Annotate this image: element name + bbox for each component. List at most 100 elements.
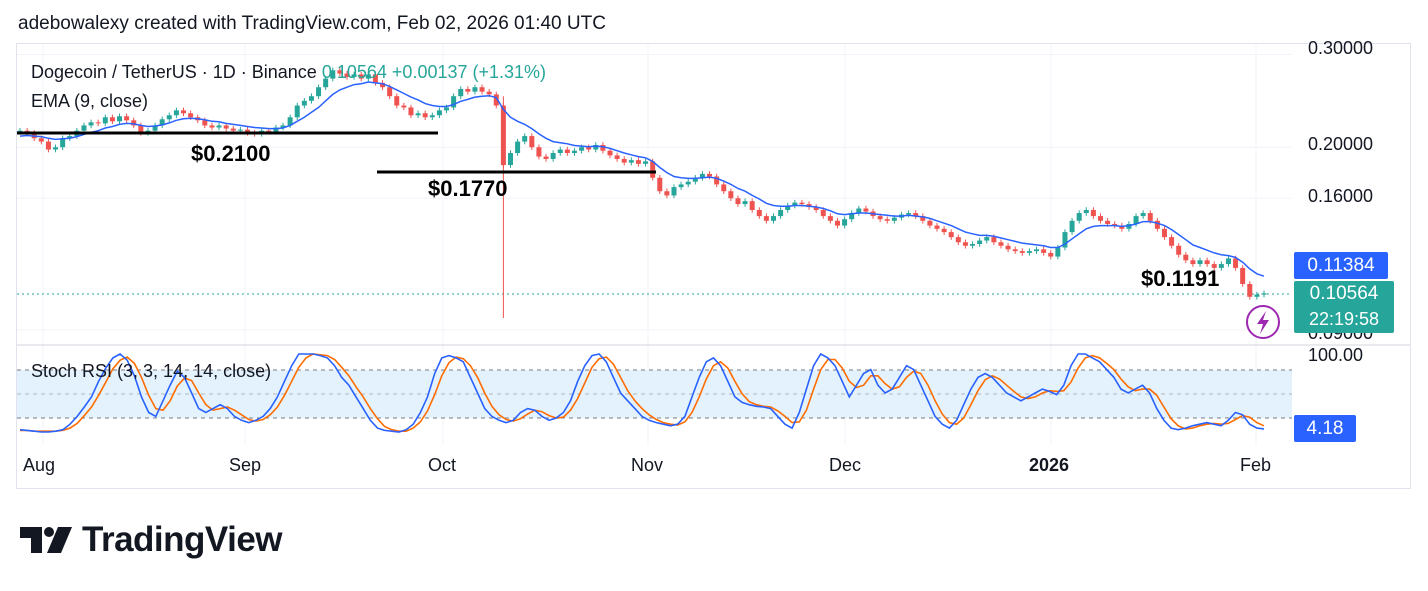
candle-body xyxy=(749,201,755,210)
candle xyxy=(692,175,698,185)
candle-body xyxy=(117,116,123,122)
candle xyxy=(1190,257,1196,267)
candle-body xyxy=(842,219,848,226)
candle-body xyxy=(1119,225,1125,229)
candle-body xyxy=(955,237,961,243)
candle xyxy=(1183,251,1189,264)
ema-line xyxy=(19,81,1265,277)
candle-body xyxy=(17,130,23,132)
candle-body xyxy=(699,173,705,178)
candle-body xyxy=(1112,223,1118,226)
candle xyxy=(209,122,215,131)
candle-body xyxy=(1204,260,1210,265)
candle-body xyxy=(216,125,222,128)
candle-body xyxy=(166,115,172,120)
candle xyxy=(785,202,791,213)
candle-body xyxy=(1240,267,1246,284)
candle-body xyxy=(507,153,513,166)
candle-body xyxy=(429,115,435,118)
candle xyxy=(1076,210,1082,224)
tradingview-logo[interactable]: TradingView xyxy=(20,520,283,560)
candle-body xyxy=(458,88,464,97)
candle-body xyxy=(323,78,329,88)
candle-body xyxy=(1197,260,1203,265)
candle-body xyxy=(806,204,812,208)
candle xyxy=(593,142,599,153)
price-tick-030000: 0.30000 xyxy=(1308,38,1374,58)
candle xyxy=(351,71,357,80)
candle xyxy=(728,188,734,202)
candle-body xyxy=(827,216,833,221)
candle xyxy=(159,116,165,129)
candle xyxy=(173,107,179,119)
candle xyxy=(522,133,528,145)
candle xyxy=(678,181,684,190)
stoch-k-line xyxy=(19,352,1265,433)
candle-body xyxy=(756,209,762,217)
candle xyxy=(415,110,421,119)
candle-body xyxy=(643,161,649,164)
candle xyxy=(607,147,613,159)
candle-body xyxy=(913,213,919,217)
candle xyxy=(1019,248,1025,256)
candle-body xyxy=(237,129,243,131)
candle xyxy=(1034,246,1040,254)
candle xyxy=(557,146,563,156)
candle-body xyxy=(998,242,1004,246)
candle-body xyxy=(1261,293,1267,295)
candle xyxy=(479,84,485,95)
lightning-icon[interactable] xyxy=(1246,305,1280,339)
candle xyxy=(1161,226,1167,240)
candle-body xyxy=(1161,228,1167,238)
chart-frame[interactable] xyxy=(16,43,1411,489)
candle xyxy=(906,210,912,218)
candle-body xyxy=(244,129,250,133)
candle-body xyxy=(273,127,279,132)
chart-canvas[interactable] xyxy=(0,0,1428,500)
date-tick-aug: Aug xyxy=(23,455,56,475)
annotation-0177: $0.1770 xyxy=(428,176,508,201)
candle-body xyxy=(316,87,322,97)
candle-body xyxy=(301,100,307,106)
candle xyxy=(95,119,101,127)
candle-body xyxy=(529,136,535,148)
candle-body xyxy=(415,113,421,116)
candle xyxy=(1204,257,1210,267)
legend-stoch-rsi[interactable]: Stoch RSI (3, 3, 14, 14, close) xyxy=(31,361,272,381)
candle-body xyxy=(209,125,215,128)
candle xyxy=(970,241,976,249)
candle-body xyxy=(1012,249,1018,252)
candle xyxy=(763,213,769,224)
candle xyxy=(657,175,663,194)
candle xyxy=(586,144,592,153)
candle-body xyxy=(358,74,364,79)
candle-body xyxy=(1133,216,1139,224)
legend-ema[interactable]: EMA (9, close) xyxy=(31,91,149,111)
candle-body xyxy=(628,160,634,163)
candle-body xyxy=(920,216,926,221)
price-tick-016000: 0.16000 xyxy=(1308,186,1374,206)
date-tick-sep: Sep xyxy=(229,455,262,475)
candle-body xyxy=(785,205,791,210)
candle-body xyxy=(287,117,293,126)
candle xyxy=(166,112,172,123)
candle xyxy=(628,157,634,166)
candle-body xyxy=(1055,247,1061,257)
candle xyxy=(1069,218,1075,235)
candle-body xyxy=(223,125,229,129)
candle-body xyxy=(934,225,940,229)
candle xyxy=(436,107,442,119)
candle-body xyxy=(1218,264,1224,268)
candle-body xyxy=(81,125,87,131)
candle-body xyxy=(387,87,393,97)
ema-value-tag: 0.11384 xyxy=(1294,252,1388,279)
candle xyxy=(756,207,762,219)
legend-symbol[interactable]: Dogecoin / TetherUS · 1D · Binance 0.105… xyxy=(31,62,546,83)
candle xyxy=(664,188,670,199)
candle-body xyxy=(408,107,414,116)
candle-body xyxy=(280,125,286,128)
candle-body xyxy=(344,73,350,77)
candle xyxy=(1176,243,1182,258)
candle-body xyxy=(948,232,954,238)
candle-body xyxy=(95,122,101,124)
